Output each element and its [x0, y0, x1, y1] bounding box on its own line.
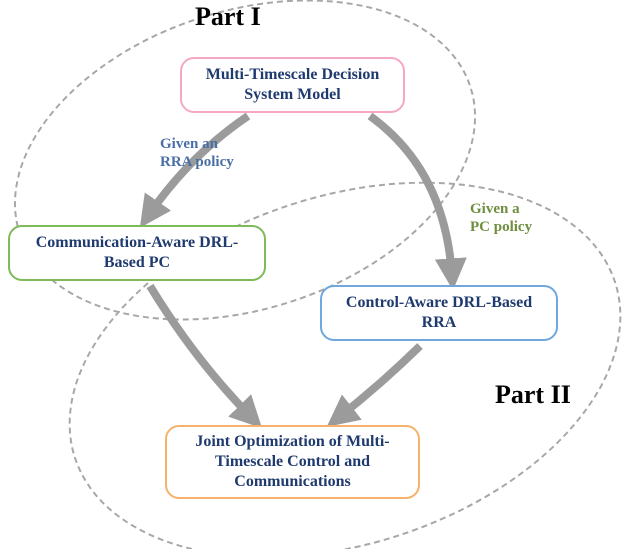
- part2-label: Part II: [495, 380, 571, 410]
- node-comm-aware-drl-pc: Communication-Aware DRL-Based PC: [8, 225, 266, 281]
- edge-label-rra-policy: Given anRRA policy: [160, 135, 234, 171]
- part1-label: Part I: [195, 2, 261, 32]
- node-multi-timescale-decision: Multi-Timescale DecisionSystem Model: [180, 57, 405, 113]
- diagram-stage: { "canvas": { "width": 640, "height": 54…: [0, 0, 640, 549]
- node-control-aware-drl-rra: Control-Aware DRL-BasedRRA: [320, 285, 558, 341]
- node-joint-optimization: Joint Optimization of Multi-Timescale Co…: [165, 425, 420, 499]
- edge-label-pc-policy: Given aPC policy: [470, 200, 532, 236]
